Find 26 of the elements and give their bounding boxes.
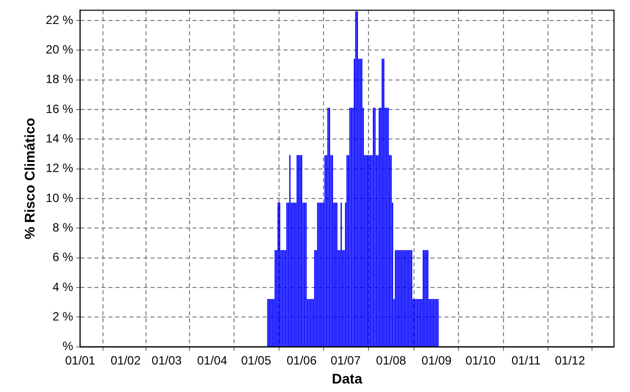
x-tick-label: 01/05 [241, 353, 272, 368]
x-tick-label: 01/06 [286, 353, 317, 368]
y-axis-title: % Risco Climático [21, 118, 38, 240]
x-tick-label: 01/03 [152, 353, 182, 368]
y-tick-label: 10 % [46, 190, 74, 205]
x-tick-label: 01/12 [554, 353, 586, 368]
y-tick-label: 20 % [46, 42, 74, 57]
y-tick-label: % [62, 339, 74, 354]
y-tick-label: 16 % [46, 102, 74, 116]
y-tick-label: 22 % [46, 12, 74, 27]
y-tick-label: 18 % [46, 72, 74, 86]
y-tick-label: 2 % [52, 309, 74, 324]
y-tick-label: 6 % [52, 250, 74, 264]
x-tick-label: 01/01 [65, 353, 96, 368]
x-tick-label: 01/02 [110, 353, 141, 368]
x-tick-label: 01/07 [330, 353, 361, 368]
x-tick-label: 01/08 [376, 353, 406, 368]
y-tick-label: 12 % [46, 161, 74, 176]
x-tick-label: 01/10 [466, 353, 496, 368]
y-tick-label: 14 % [46, 132, 74, 146]
x-axis-title: Data [332, 370, 362, 386]
y-tick-label: 4 % [52, 280, 74, 294]
x-tick-label: 01/09 [422, 353, 452, 368]
x-tick-label: 01/04 [197, 353, 228, 368]
x-tick-label: 01/11 [511, 353, 541, 368]
y-tick-label: 8 % [52, 220, 74, 234]
